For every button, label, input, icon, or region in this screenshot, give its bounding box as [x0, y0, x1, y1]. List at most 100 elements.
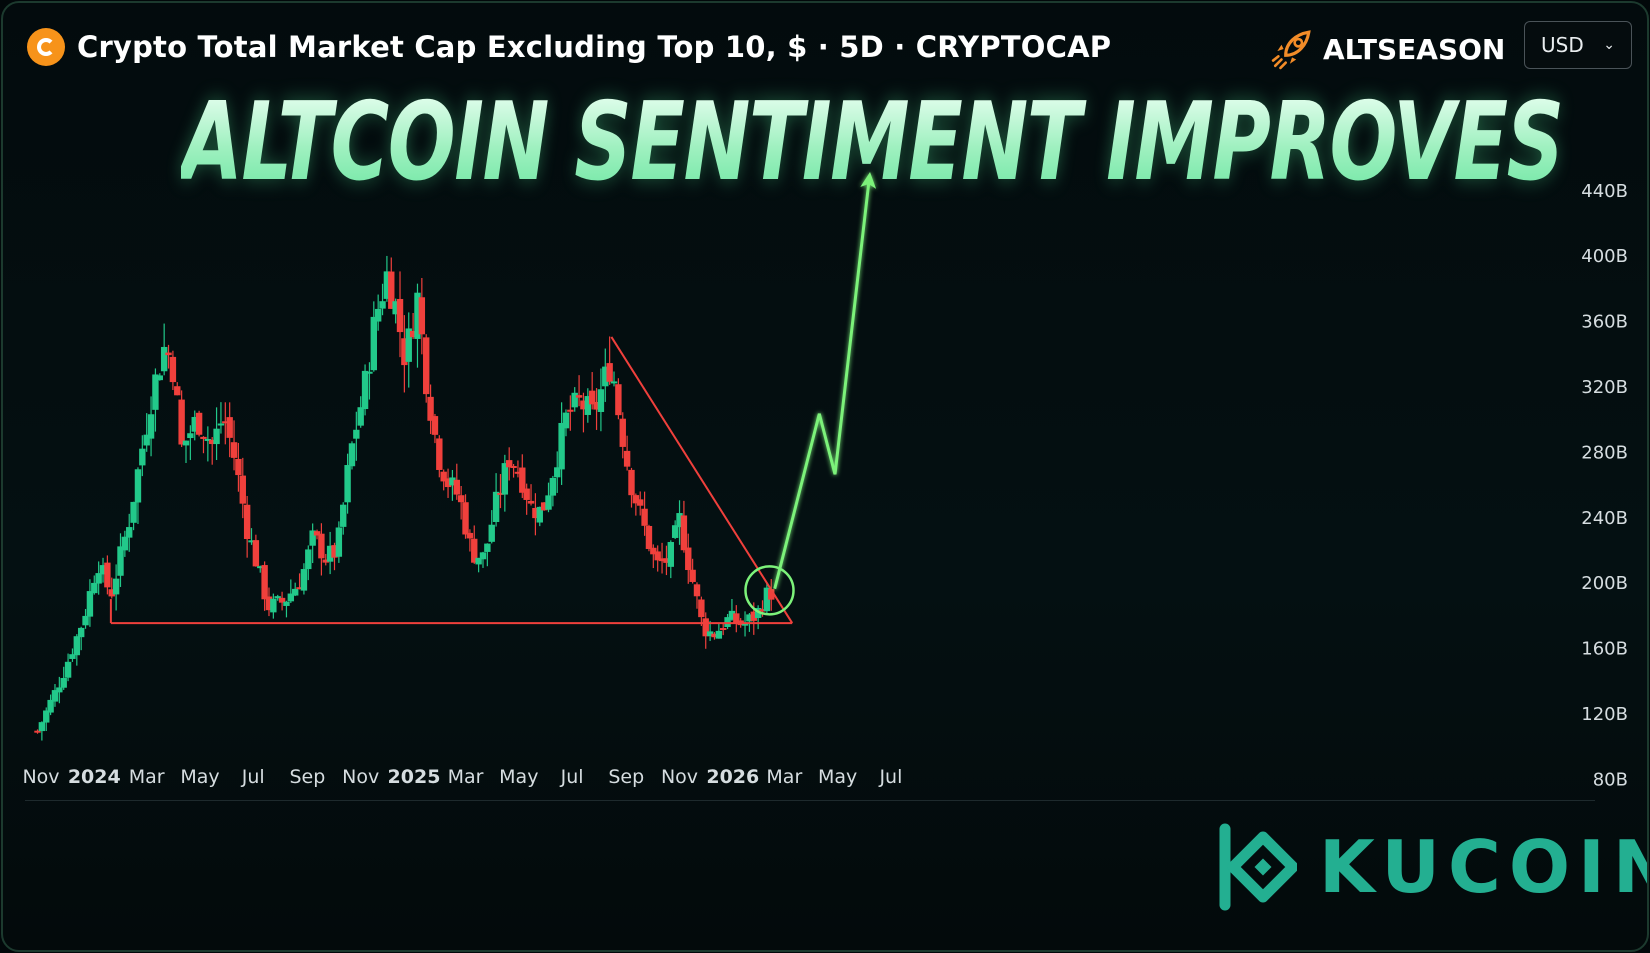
candle-down [265, 596, 273, 611]
candle-up [392, 301, 399, 315]
candle-up [257, 566, 264, 569]
kucoin-logo: KUCOIN [1219, 821, 1647, 913]
y-tick-label: 360B [1581, 312, 1628, 333]
candle-up [545, 495, 552, 510]
candle-up [610, 381, 618, 384]
candle-up [340, 504, 347, 527]
candle-down [698, 599, 705, 618]
candle-down [632, 495, 640, 504]
candle-up [370, 316, 378, 371]
x-axis: Nov 2024 Mar May Jul Sep Nov 2025 Mar May Jul Sep No… [22, 766, 902, 788]
candle-down [733, 613, 740, 624]
candle-down [685, 547, 692, 571]
x-tick-label: 2025 [388, 766, 441, 788]
candle-up [741, 622, 749, 626]
candle-down [497, 492, 504, 495]
candlestick-chart: 440B400B360B320B280B240B200B160B120B80B … [22, 172, 1628, 790]
x-tick-label: Mar [129, 766, 165, 788]
y-tick-label: 200B [1581, 573, 1628, 594]
candle-up [160, 346, 168, 372]
candle-down [388, 271, 395, 309]
candle-down [174, 386, 181, 396]
candle-up [283, 601, 290, 606]
chevron-down-icon: ⌄ [1603, 37, 1615, 53]
candle-up [82, 615, 89, 626]
candle-up [191, 416, 198, 432]
y-tick-label: 120B [1581, 704, 1628, 725]
candle-down [759, 609, 766, 612]
y-tick-label: 80B [1593, 769, 1628, 790]
candle-up [204, 438, 212, 441]
candle-up [56, 687, 63, 693]
candle-up [152, 374, 159, 410]
candle-up [602, 366, 609, 387]
candle-up [182, 440, 190, 446]
candle-up [95, 573, 102, 584]
candle-up [475, 557, 482, 565]
chart-header: Crypto Total Market Cap Excluding Top 10… [27, 25, 1111, 69]
candle-down [226, 417, 233, 438]
candle-down [750, 611, 757, 621]
candle-up [51, 690, 59, 702]
candle-down [243, 504, 251, 540]
y-tick-label: 240B [1581, 508, 1628, 529]
candle-up [366, 371, 373, 374]
candle-up [414, 292, 421, 339]
candle-down [331, 545, 338, 558]
candle-down [195, 412, 203, 435]
candle-down [645, 525, 653, 549]
candle-down [641, 508, 648, 526]
candle-up [99, 565, 107, 575]
divider [25, 800, 1595, 801]
candle-down [519, 467, 526, 493]
candle-down [658, 558, 666, 562]
candle-up [715, 630, 723, 639]
candle-down [637, 499, 644, 506]
candle-up [38, 722, 46, 732]
candle-up [492, 491, 500, 522]
candle-down [593, 402, 600, 410]
candle-down [702, 618, 709, 637]
candle-down [523, 488, 530, 500]
candle-up [383, 271, 391, 299]
altseason-label: ALTSEASON [1323, 32, 1506, 66]
candle-down [209, 439, 216, 445]
candle-up [43, 710, 50, 723]
currency-select[interactable]: USD ⌄ [1524, 21, 1632, 69]
candle-down [409, 330, 417, 338]
candle-up [501, 463, 509, 495]
candle-down [252, 540, 260, 567]
candle-up [536, 506, 543, 523]
x-tick-label: Jul [241, 766, 265, 788]
candle-down [619, 418, 626, 447]
candle-down [178, 399, 185, 445]
candle-down [278, 597, 286, 603]
candle-down [567, 409, 574, 412]
chart-title: Crypto Total Market Cap Excluding Top 10… [77, 30, 1112, 64]
candle-up [449, 477, 456, 486]
candle-up [73, 636, 81, 656]
candle-up [667, 542, 674, 567]
candle-up [134, 469, 142, 503]
candle-down [440, 471, 447, 482]
candle-down [471, 538, 478, 563]
candle-up [147, 414, 155, 439]
candle-up [274, 596, 281, 599]
candle-up [305, 549, 312, 570]
candle-up [724, 617, 731, 627]
x-tick-label: Sep [290, 766, 326, 788]
candle-down [235, 458, 242, 476]
candle-up [584, 396, 592, 415]
y-tick-label: 320B [1581, 377, 1628, 398]
candle-down [431, 416, 439, 435]
candle-down [457, 495, 465, 503]
candle-up [86, 591, 94, 617]
y-tick-label: 400B [1581, 246, 1628, 267]
candle-down [720, 628, 727, 631]
candle-up [353, 429, 360, 439]
x-tick-label: Jul [560, 766, 584, 788]
currency-value: USD [1541, 33, 1584, 57]
candles-group [34, 255, 775, 741]
candle-down [423, 337, 430, 395]
y-tick-label: 440B [1581, 181, 1628, 202]
